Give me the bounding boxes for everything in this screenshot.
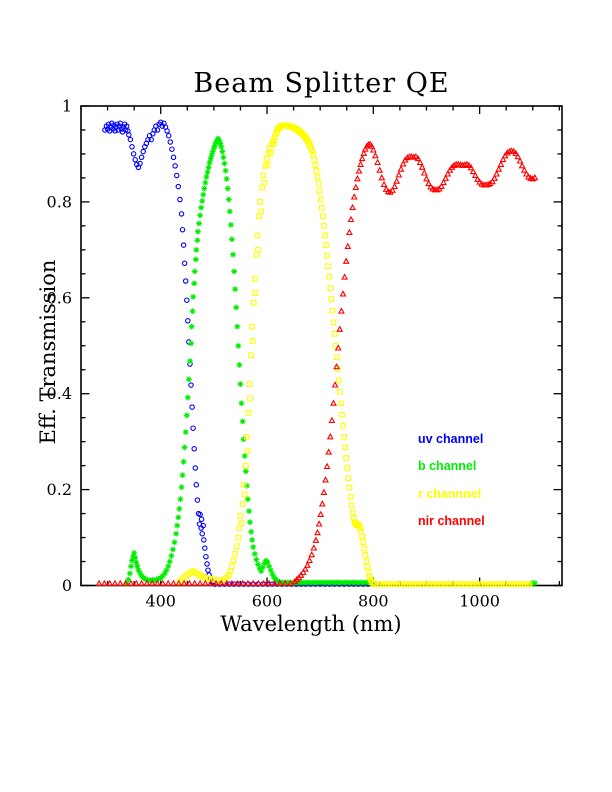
series-uv-channel	[102, 119, 381, 587]
svg-text:0.8: 0.8	[47, 192, 72, 211]
legend-item-uv-channel: uv channel	[418, 432, 484, 446]
x-axis-label: Wavelength (nm)	[220, 612, 402, 636]
tick-labels: 400 600 800 1000 0 0.2 0.4 0.6 0.8 1	[47, 97, 500, 611]
svg-text:1000: 1000	[459, 592, 500, 611]
svg-text:0.2: 0.2	[47, 480, 72, 499]
svg-text:0.4: 0.4	[47, 384, 72, 403]
chart-legend: uv channel b channel r channnel nir chan…	[418, 429, 485, 539]
svg-text:400: 400	[145, 592, 176, 611]
series-nir-channel	[95, 140, 539, 587]
legend-item-nir-channel: nir channel	[418, 514, 485, 529]
svg-text:0: 0	[62, 576, 72, 595]
svg-text:0.6: 0.6	[47, 288, 72, 307]
chart-title: Beam Splitter QE	[193, 68, 450, 99]
svg-text:1: 1	[62, 97, 72, 116]
svg-text:800: 800	[358, 592, 389, 611]
legend-item-b-channel: b channel	[418, 459, 477, 474]
legend-item-r-channel: r channnel	[418, 486, 482, 501]
svg-text:600: 600	[252, 592, 283, 611]
